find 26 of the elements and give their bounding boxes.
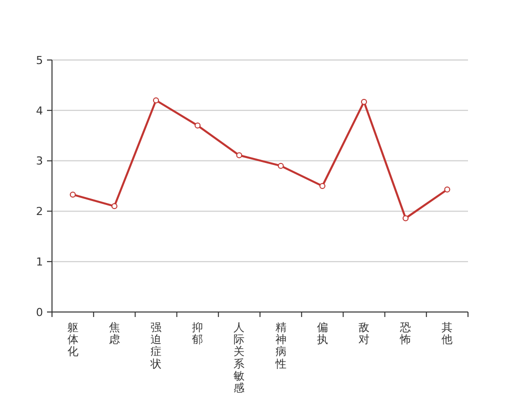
x-tick-label: 敌对: [358, 321, 370, 346]
point: [70, 192, 76, 198]
point: [361, 98, 367, 105]
x-tick-label: 人际关系敏感: [234, 321, 245, 394]
y-tick-label: 3: [36, 154, 43, 168]
y-tick-label: 1: [36, 255, 43, 268]
x-tick-label: 抑郁: [192, 321, 204, 346]
point: [153, 97, 159, 104]
y-tick-label: 0: [36, 306, 43, 319]
y-tick-label: 4: [36, 104, 43, 118]
point: [194, 122, 201, 129]
x-tick-label: 精神病性: [274, 321, 286, 370]
x-tick-label: 躯体化: [67, 321, 78, 358]
point: [111, 203, 118, 210]
x-tick-label: 其他: [442, 321, 453, 346]
x-tick-label: 焦虑: [108, 321, 120, 346]
point: [278, 162, 284, 169]
x-tick-label: 强迫症状: [150, 321, 162, 370]
y-tick-label: 5: [36, 54, 43, 67]
point: [236, 152, 242, 158]
point: [402, 215, 409, 222]
x-tick-label: 恐怖: [399, 321, 412, 346]
x-tick-label: 偏执: [316, 321, 328, 346]
point: [444, 186, 450, 193]
point: [319, 183, 326, 189]
y-tick-label: 2: [36, 205, 43, 218]
